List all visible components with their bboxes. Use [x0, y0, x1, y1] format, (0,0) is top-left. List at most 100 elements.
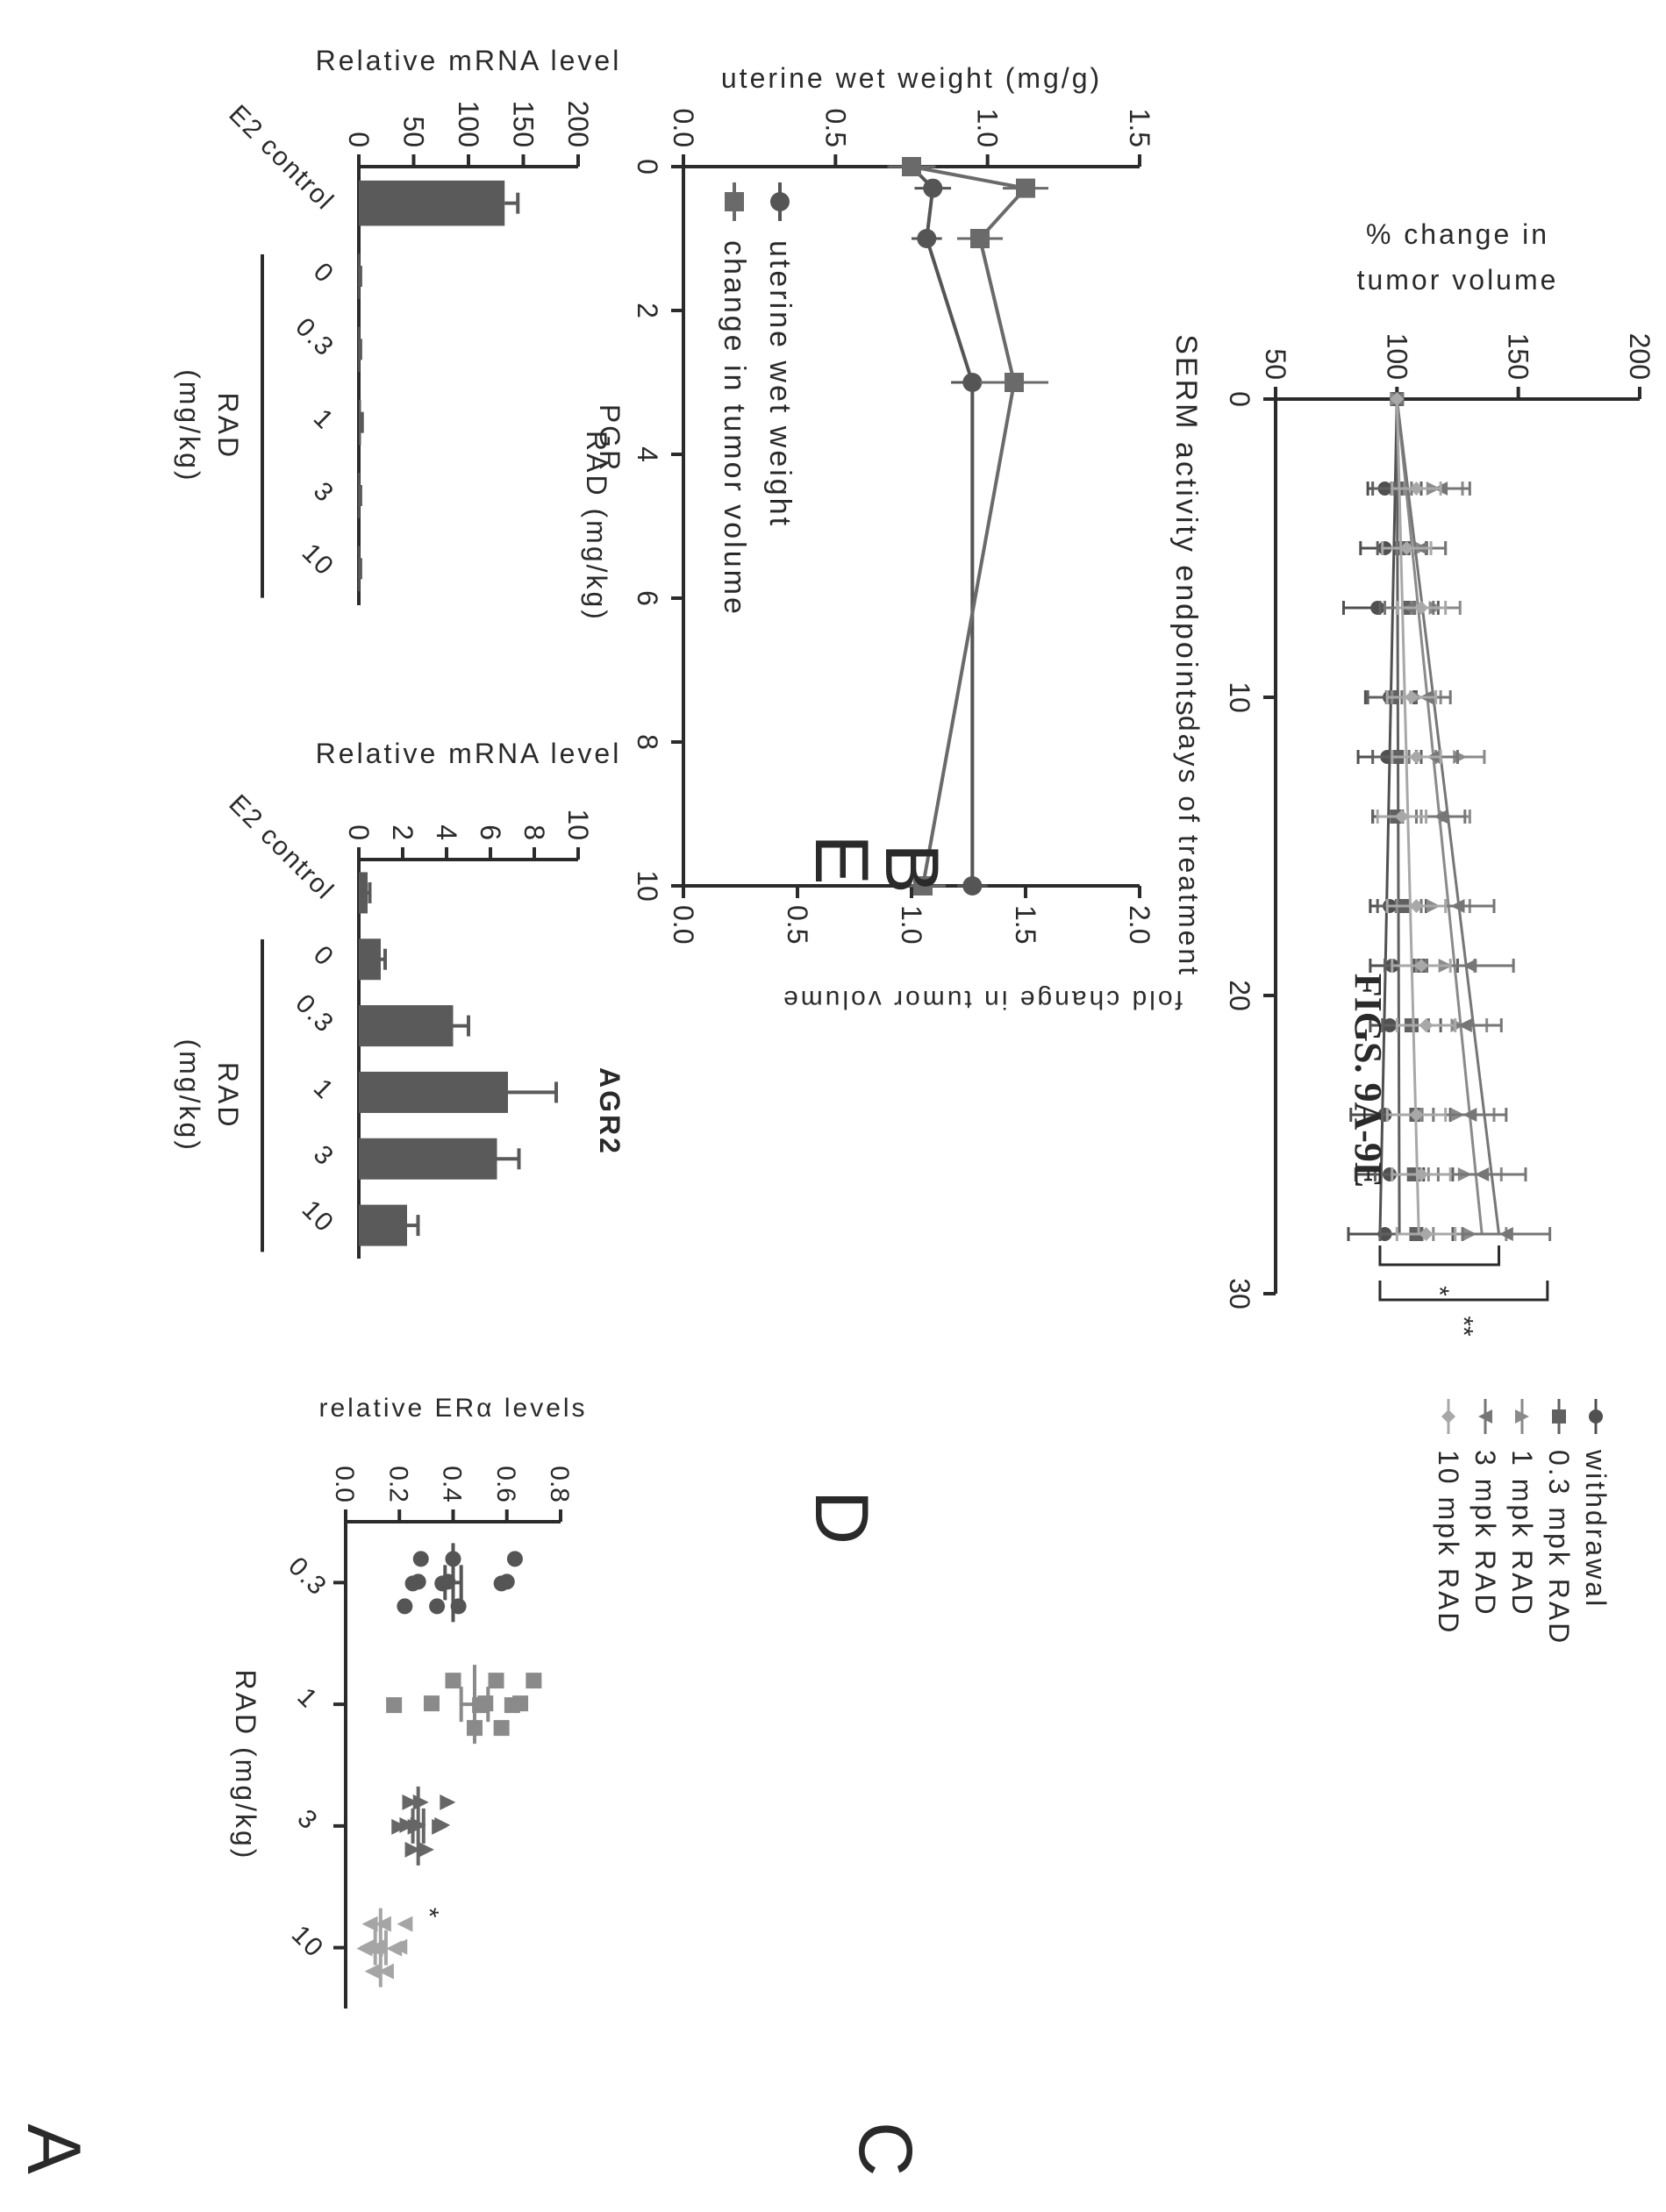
data-point	[902, 157, 921, 176]
legend-label: uterine wet weight	[763, 240, 797, 528]
bar	[359, 1005, 454, 1047]
legend-marker	[1552, 1409, 1566, 1424]
data-point	[1434, 810, 1448, 824]
group-0.3	[397, 1543, 523, 1623]
y-tick-label: 50	[398, 116, 430, 147]
data-point	[364, 1963, 381, 1980]
data-point	[418, 1841, 434, 1858]
significance-label: **	[1448, 1316, 1477, 1337]
category-label: 1	[308, 1074, 340, 1106]
significance-label: *	[1425, 1286, 1454, 1296]
y-tick-label: 8	[518, 824, 550, 840]
legend-label: 0.3 mpk RAD	[1543, 1450, 1575, 1645]
data-point	[1462, 1108, 1477, 1122]
data-point	[1414, 601, 1428, 615]
data-point	[397, 1916, 413, 1932]
data-point	[356, 1940, 373, 1957]
y-tick-label: 0.6	[491, 1466, 520, 1502]
y-tick-label: 1.5	[1124, 109, 1155, 147]
y-tick-label: 0.5	[819, 109, 851, 147]
y-tick-label: 4	[431, 824, 462, 840]
data-point	[1419, 1227, 1434, 1241]
legend-marker	[1441, 1409, 1455, 1424]
legend-marker	[1478, 1409, 1492, 1424]
legend-marker	[770, 192, 790, 211]
data-point	[1409, 899, 1424, 913]
bar	[359, 872, 368, 914]
data-point	[493, 1575, 510, 1592]
significance-bracket	[1378, 1245, 1501, 1267]
data-point	[962, 876, 983, 896]
chart-E: 0.0 0.2 0.4 0.6 0.8 relative ERα levels 0.3 1 3 *…	[230, 1394, 585, 2009]
y-tick-label: 100	[453, 101, 484, 147]
bar	[359, 180, 505, 226]
y-tick-label: 0.8	[545, 1466, 574, 1502]
category-label: 0	[308, 940, 340, 973]
data-point	[445, 1673, 461, 1689]
y-axis-label: uterine wet weight (mg/g)	[721, 62, 1102, 94]
x-tick-label: 0	[632, 159, 663, 175]
group-label: RAD	[212, 393, 244, 460]
data-point	[913, 876, 933, 896]
data-point	[1409, 482, 1424, 496]
y2-axis-label: fold change in tumor volume	[781, 985, 1183, 1014]
group-3	[391, 1786, 456, 1866]
y-tick-label: 200	[1624, 333, 1655, 380]
panel-letter-D: D	[799, 1490, 883, 1545]
legend-label: change in tumor volume	[718, 240, 751, 617]
figure-caption: FIGS. 9A-9E	[1347, 974, 1390, 1188]
category-label: 1	[308, 403, 340, 436]
y2-tick-label: 0.5	[782, 905, 813, 944]
chart-A: 50 100 150 200 0 10 20 30 days of treatment % cha…	[1173, 218, 1655, 1645]
chart-title: AGR2	[594, 1067, 626, 1156]
x-tick-label: 6	[632, 590, 663, 606]
y-tick-label: 150	[508, 101, 540, 147]
x-tick-label: 10	[632, 870, 663, 902]
y-tick-label: 10	[562, 809, 594, 840]
legend-label: 1 mpk RAD	[1506, 1450, 1538, 1617]
data-point	[1457, 1018, 1472, 1032]
bar	[359, 1204, 407, 1246]
y2-tick-label: 0.0	[668, 905, 699, 944]
group-label: (mg/kg)	[174, 369, 205, 482]
category-label: 0.3	[290, 988, 340, 1038]
chart-B: 0.0 0.5 1.0 1.5 0.0 0.5 1.0 1.5 2.0 0 2 4 6 8 10 RAD (m…	[581, 62, 1203, 1014]
data-point	[375, 1916, 391, 1932]
legend-label: withdrawal	[1580, 1449, 1612, 1609]
category-label: E2 control	[223, 789, 340, 906]
y-tick-label: 100	[1381, 333, 1412, 380]
data-point	[504, 1697, 520, 1714]
x-tick-label: 30	[1224, 1278, 1255, 1309]
data-point	[402, 1794, 418, 1810]
data-point	[526, 1673, 542, 1689]
data-point	[412, 1551, 429, 1567]
category-label: 1	[291, 1682, 324, 1715]
y-tick-label: 50	[1260, 348, 1291, 380]
panel-letter-B: B	[869, 843, 954, 893]
data-point	[386, 1940, 403, 1957]
chart-title: SERM activity endpoints	[1169, 334, 1203, 718]
category-label: 0	[308, 257, 340, 289]
x-tick-label: 0	[1224, 391, 1255, 407]
y2-tick-label: 1.5	[1010, 905, 1041, 944]
data-point	[1016, 178, 1035, 198]
data-point	[493, 1720, 510, 1737]
data-point	[962, 373, 983, 392]
x-tick-label: 10	[1224, 681, 1255, 713]
significance-label: *	[414, 1908, 443, 1918]
data-point	[1409, 1108, 1424, 1122]
data-point	[399, 1816, 416, 1833]
series-1	[889, 157, 1048, 896]
data-point	[424, 1695, 440, 1712]
panel-letter-E: E	[799, 834, 883, 884]
y-tick-label: 0	[343, 132, 375, 147]
bar	[359, 1138, 497, 1180]
data-point	[917, 229, 937, 248]
legend-marker	[1515, 1409, 1529, 1424]
data-point	[1409, 750, 1424, 764]
series-line	[911, 165, 1029, 887]
y-tick-label: 150	[1503, 333, 1534, 380]
